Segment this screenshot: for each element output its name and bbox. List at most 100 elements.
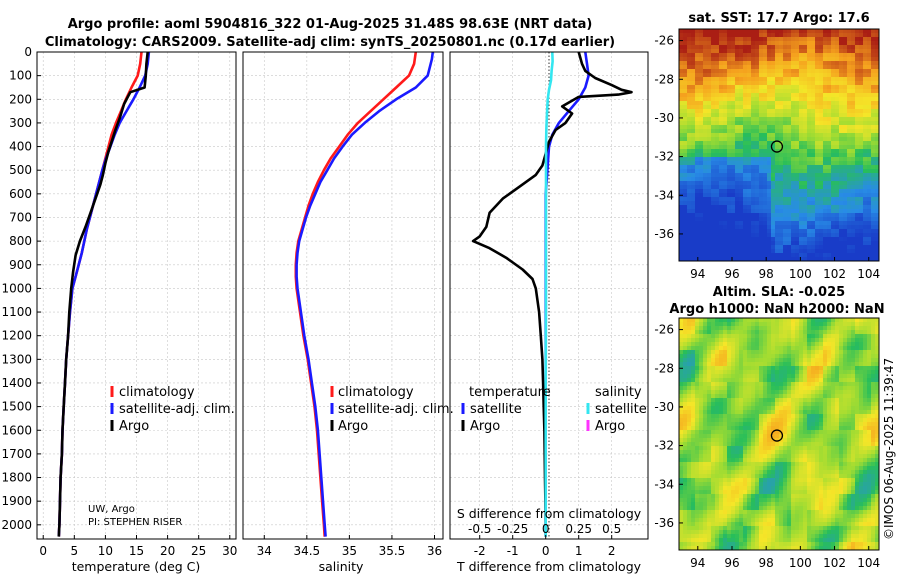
map-lat-label: -34	[654, 188, 674, 202]
map-cell	[747, 37, 752, 42]
map-cell	[819, 378, 824, 383]
map-cell	[695, 121, 700, 126]
map-cell	[723, 406, 728, 411]
map-cell	[759, 181, 764, 186]
map-cell	[719, 430, 724, 435]
map-cell	[795, 73, 800, 78]
map-cell	[683, 382, 688, 387]
map-cell	[679, 209, 684, 214]
map-cell	[871, 442, 876, 447]
map-cell	[803, 177, 808, 182]
map-cell	[755, 69, 760, 74]
map-cell	[839, 189, 844, 194]
map-cell	[775, 342, 780, 347]
map-cell	[871, 65, 876, 70]
map-cell	[767, 237, 772, 242]
map-cell	[687, 153, 692, 158]
map-cell	[763, 65, 768, 70]
map-cell	[731, 121, 736, 126]
map-cell	[779, 233, 784, 238]
map-cell	[759, 410, 764, 415]
map-cell	[847, 382, 852, 387]
map-cell	[811, 426, 816, 431]
map-cell	[731, 45, 736, 50]
map-cell	[783, 121, 788, 126]
map-cell	[763, 77, 768, 82]
map-cell	[755, 249, 760, 254]
map-cell	[727, 149, 732, 154]
map-cell	[731, 354, 736, 359]
map-cell	[827, 426, 832, 431]
map-cell	[871, 462, 876, 467]
x-tick-label: 35.5	[379, 544, 406, 558]
map-cell	[827, 81, 832, 86]
map-cell	[823, 442, 828, 447]
map-cell	[787, 69, 792, 74]
map-cell	[715, 446, 720, 451]
map-cell	[835, 338, 840, 343]
map-cell	[747, 422, 752, 427]
map-cell	[711, 358, 716, 363]
map-cell	[839, 358, 844, 363]
map-cell	[859, 117, 864, 122]
map-cell	[843, 378, 848, 383]
map-cell	[755, 406, 760, 411]
map-cell	[787, 101, 792, 106]
map-cell	[715, 77, 720, 82]
map-cell	[747, 318, 752, 323]
map-cell	[875, 205, 880, 210]
map-cell	[711, 233, 716, 238]
map-cell	[791, 466, 796, 471]
map-cell	[771, 229, 776, 234]
map-cell	[723, 137, 728, 142]
map-cell	[719, 97, 724, 102]
map-cell	[803, 338, 808, 343]
map-cell	[755, 462, 760, 467]
map-cell	[775, 37, 780, 42]
map-cell	[859, 81, 864, 86]
map-cell	[839, 93, 844, 98]
map-cell	[723, 334, 728, 339]
map-cell	[703, 322, 708, 327]
map-cell	[871, 61, 876, 66]
map-cell	[787, 378, 792, 383]
map-cell	[855, 113, 860, 118]
map-cell	[719, 390, 724, 395]
map-cell	[839, 45, 844, 50]
map-cell	[735, 141, 740, 146]
map-cell	[711, 133, 716, 138]
map-cell	[715, 334, 720, 339]
map-cell	[687, 205, 692, 210]
map-cell	[747, 77, 752, 82]
map-cell	[779, 434, 784, 439]
map-cell	[779, 438, 784, 443]
map-cell	[735, 442, 740, 447]
map-cell	[755, 121, 760, 126]
map-cell	[739, 173, 744, 178]
map-cell	[695, 422, 700, 427]
map-cell	[795, 430, 800, 435]
map-cell	[799, 209, 804, 214]
map-cell	[743, 233, 748, 238]
map-cell	[687, 334, 692, 339]
map-cell	[831, 362, 836, 367]
map-cell	[791, 49, 796, 54]
map-cell	[791, 374, 796, 379]
map-cell	[807, 245, 812, 250]
map-cell	[743, 85, 748, 90]
map-cell	[811, 213, 816, 218]
map-cell	[803, 342, 808, 347]
map-cell	[867, 330, 872, 335]
map-cell	[715, 185, 720, 190]
map-cell	[811, 374, 816, 379]
map-cell	[767, 89, 772, 94]
map-cell	[679, 370, 684, 375]
map-cell	[823, 446, 828, 451]
map-cell	[715, 189, 720, 194]
map-cell	[691, 326, 696, 331]
map-cell	[711, 374, 716, 379]
map-cell	[799, 366, 804, 371]
map-cell	[795, 338, 800, 343]
map-cell	[755, 382, 760, 387]
map-cell	[739, 362, 744, 367]
